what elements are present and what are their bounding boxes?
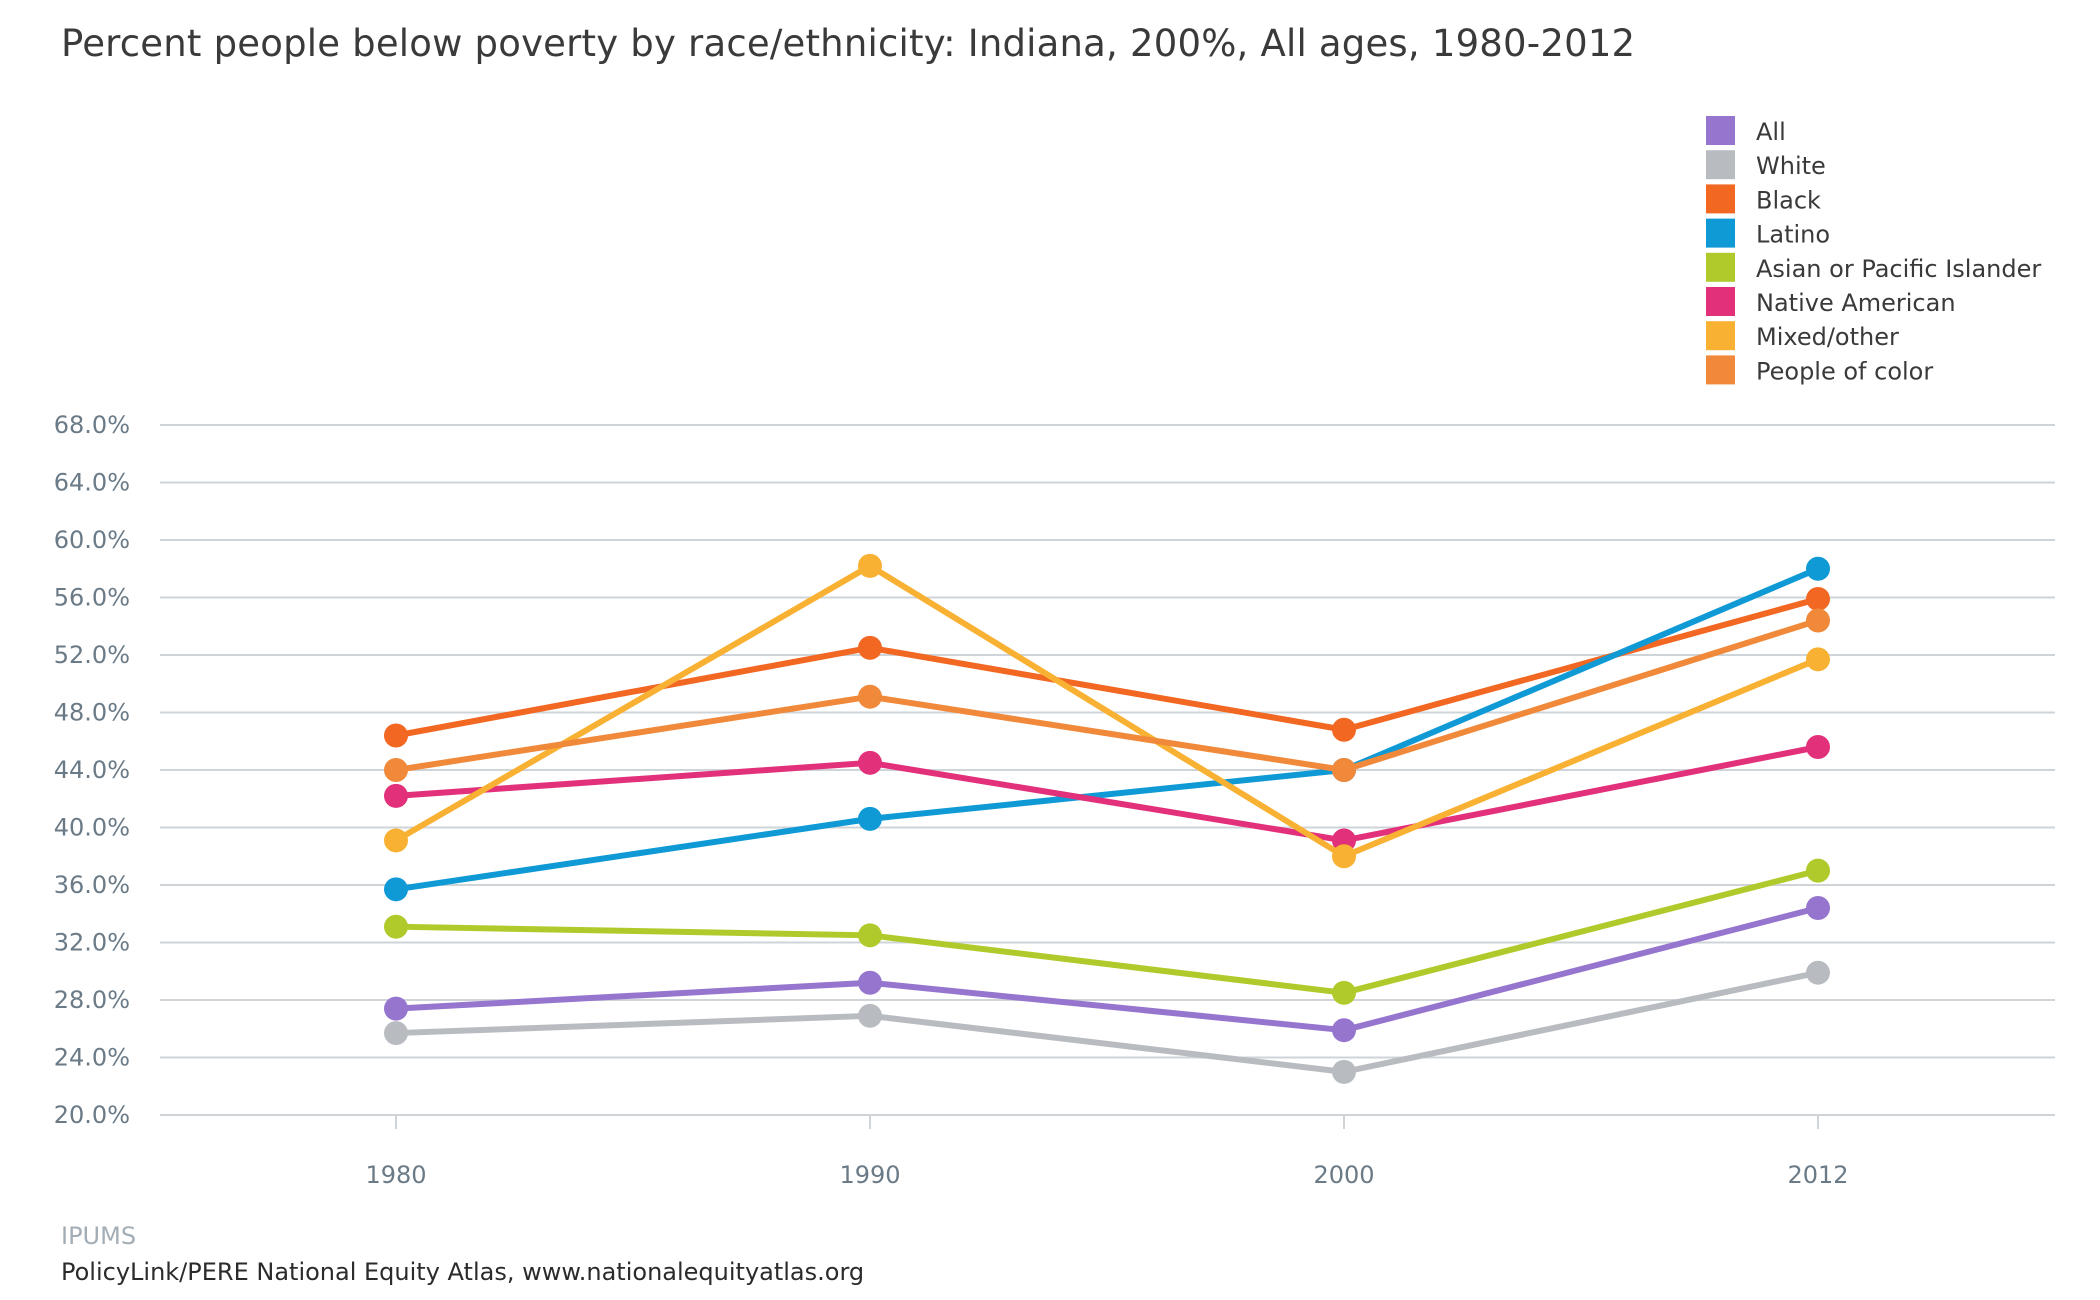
data-point[interactable] (858, 750, 882, 775)
data-point[interactable] (858, 635, 882, 660)
series-line (393, 565, 1821, 893)
data-point[interactable] (1806, 735, 1830, 759)
legend-swatch (1706, 252, 1735, 282)
legend-label: Mixed/other (1756, 323, 1899, 351)
y-tick-label: 24.0% (54, 1044, 130, 1072)
y-tick-label: 20.0% (54, 1101, 130, 1129)
y-tick-label: 68.0% (54, 411, 130, 439)
series-line (393, 969, 1821, 1075)
series-black (384, 586, 1830, 748)
data-point[interactable] (1332, 1059, 1356, 1084)
series-white (384, 960, 1830, 1084)
data-point[interactable] (1806, 647, 1830, 672)
axes: 20.0% 24.0% 28.0% 32.0% 36.0% 40.0% 44.0% 48.0%… (54, 411, 1849, 1189)
data-point[interactable] (1806, 556, 1830, 581)
legend-swatch (1706, 116, 1735, 145)
legend-label: All (1756, 118, 1786, 146)
legend-swatch (1706, 150, 1735, 180)
data-point[interactable] (384, 828, 408, 853)
data-point[interactable] (384, 996, 408, 1021)
legend-label: Asian or Pacific Islander (1756, 255, 2041, 283)
y-tick-label: 44.0% (54, 756, 130, 784)
legend-label: Latino (1756, 221, 1830, 249)
series-line (393, 905, 1821, 1034)
series-line (393, 867, 1821, 996)
legend-label: White (1756, 152, 1826, 180)
data-point[interactable] (384, 783, 408, 808)
series-line (393, 617, 1821, 773)
data-point[interactable] (1806, 608, 1830, 633)
credit-note: PolicyLink/PERE National Equity Atlas, w… (61, 1258, 865, 1286)
data-point[interactable] (384, 723, 408, 748)
data-point[interactable] (858, 970, 882, 995)
data-point[interactable] (858, 923, 882, 948)
x-tick-label: 1980 (365, 1161, 426, 1189)
series-line (393, 595, 1821, 739)
chart-title: Percent people below poverty by race/eth… (61, 22, 1636, 65)
data-point[interactable] (384, 877, 408, 902)
data-point[interactable] (1806, 586, 1830, 611)
y-tick-label: 32.0% (54, 929, 130, 957)
legend-swatch (1706, 355, 1735, 385)
gridlines (160, 424, 2055, 1116)
series-asian-or-pacific-islander (384, 858, 1830, 1005)
y-tick-label: 48.0% (54, 699, 130, 727)
data-point[interactable] (858, 684, 882, 709)
series-all (384, 896, 1830, 1043)
x-tick-label: 2000 (1313, 1161, 1374, 1189)
data-point[interactable] (1332, 717, 1356, 742)
data-point[interactable] (384, 758, 408, 782)
data-point[interactable] (1806, 896, 1830, 920)
legend-swatch (1706, 321, 1735, 351)
y-tick-label: 60.0% (54, 526, 130, 554)
data-point[interactable] (1332, 1018, 1356, 1043)
legend-swatch (1706, 184, 1735, 214)
data-point[interactable] (384, 914, 408, 939)
x-tick-label: 2012 (1787, 1161, 1848, 1189)
series-lines (384, 553, 1830, 1084)
series-native-american (384, 735, 1830, 853)
data-point[interactable] (1806, 858, 1830, 883)
series-people-of-color (384, 608, 1830, 782)
series-line (393, 744, 1821, 844)
y-tick-label: 64.0% (54, 469, 130, 497)
data-point[interactable] (1332, 980, 1356, 1005)
legend-label: People of color (1756, 357, 1933, 385)
legend-swatch (1706, 218, 1735, 248)
y-tick-label: 40.0% (54, 814, 130, 842)
legend-swatch (1706, 287, 1735, 316)
data-point[interactable] (384, 1021, 408, 1046)
data-point[interactable] (858, 553, 882, 578)
data-point[interactable] (858, 1003, 882, 1028)
series-latino (384, 556, 1830, 902)
data-point[interactable] (858, 806, 882, 831)
series-line (393, 562, 1821, 860)
data-point[interactable] (1332, 844, 1356, 869)
data-point[interactable] (1332, 758, 1356, 782)
data-point[interactable] (1806, 960, 1830, 985)
x-tick-label: 1990 (839, 1161, 900, 1189)
series-mixed-other (384, 553, 1830, 869)
y-tick-label: 52.0% (54, 641, 130, 669)
y-tick-label: 28.0% (54, 986, 130, 1014)
legend-label: Native American (1756, 289, 1956, 317)
y-tick-label: 36.0% (54, 871, 130, 899)
source-note: IPUMS (61, 1222, 137, 1250)
legend: All White Black Latino Asian or Pacific Isla… (1706, 116, 2041, 385)
legend-label: Black (1756, 186, 1821, 214)
y-tick-label: 56.0% (54, 584, 130, 612)
